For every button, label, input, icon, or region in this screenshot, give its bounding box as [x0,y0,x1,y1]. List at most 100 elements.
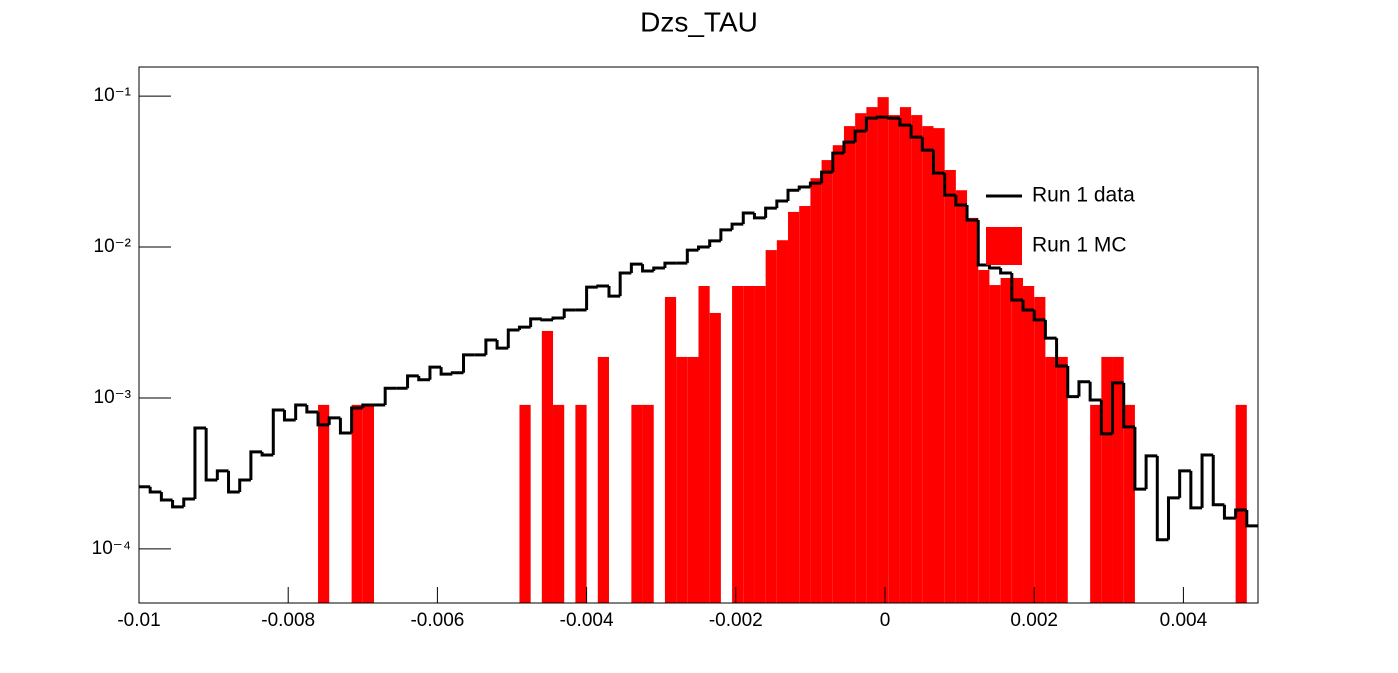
step-segment [1032,309,1046,322]
plot-frame [138,66,1259,604]
bar [687,356,699,603]
step-segment [730,222,744,230]
bar [911,115,923,604]
step-segment [450,371,464,375]
bar [855,113,867,603]
step-segment [484,338,498,355]
bar [362,404,374,603]
step-segment [1066,365,1079,399]
step-segment [685,248,699,264]
step-segment [887,116,900,120]
bar [1090,404,1102,603]
x-tick-label: -0.004 [560,610,614,631]
bar [743,286,755,603]
step-segment [764,206,777,218]
step-segment [808,181,822,188]
bar [732,286,744,603]
bar [899,107,912,603]
bar [955,190,968,603]
step-segment [1122,382,1135,429]
legend-label: Run 1 MC [1032,234,1127,257]
step-segment [517,325,531,331]
bar [642,404,654,603]
step-segment [1189,470,1203,510]
step-segment [987,265,1001,270]
step-segment [1077,380,1091,397]
step-segment [540,318,554,322]
step-segment [786,188,800,201]
step-segment [1155,455,1169,542]
step-segment [171,499,184,509]
step-segment [1245,510,1258,528]
step-segment [641,264,654,273]
step-segment [864,116,878,132]
step-segment [585,285,598,310]
step-segment [350,406,363,434]
bar [553,404,565,603]
bar [709,312,721,603]
bar [676,356,688,603]
step-segment [842,140,856,154]
step-segment [831,151,844,173]
step-segment [1211,454,1225,507]
step-segment [719,228,733,241]
step-segment [249,450,263,481]
step-segment [238,478,251,493]
step-segment [652,266,665,272]
bar [788,211,800,604]
x-tick-label: -0.01 [117,610,160,631]
step-segment [820,170,833,184]
step-segment [506,328,520,349]
bar [888,115,900,604]
step-segment [383,386,397,405]
bar [631,404,643,603]
step-segment [260,451,274,457]
step-segment [294,403,307,420]
step-segment [708,239,721,248]
bar [810,178,822,603]
bar [597,356,609,603]
step-segment [607,286,621,298]
bar [1056,356,1068,603]
bar [944,170,956,603]
bar [776,240,789,603]
step-segment [215,469,229,481]
bar [1000,277,1012,603]
step-segment [876,115,889,119]
step-segment [775,199,789,209]
bar [318,404,330,603]
step-segment [193,426,207,500]
step-segment [920,137,934,152]
bar [1123,404,1135,603]
x-tick-label: -0.008 [261,610,315,631]
step-segment [159,492,173,502]
step-segment [931,150,945,175]
step-segment [898,118,912,127]
bar [1101,356,1113,603]
bar [1011,277,1024,603]
step-segment [999,268,1012,275]
step-segment [1088,381,1102,402]
y-tick-label: 10⁻³ [94,387,132,408]
step-segment [462,353,475,373]
step-segment [1021,299,1035,312]
step-segment [406,374,419,389]
step-segment [1043,319,1057,340]
legend-label: Run 1 data [1032,184,1135,207]
y-tick-label: 10⁻² [94,236,132,257]
step-segment [1144,454,1158,490]
step-segment [1166,496,1180,540]
y-tick-label: 10⁻¹ [94,85,132,106]
bar [351,404,363,603]
step-segment [271,408,285,455]
step-segment [305,404,319,414]
bar [1034,296,1046,603]
step-segment [562,308,576,318]
x-tick-label: -0.002 [709,610,763,631]
bar [989,285,1001,603]
step-segment [618,271,632,297]
step-segment [495,340,509,350]
step-segment [316,412,330,427]
step-segment [853,129,867,143]
